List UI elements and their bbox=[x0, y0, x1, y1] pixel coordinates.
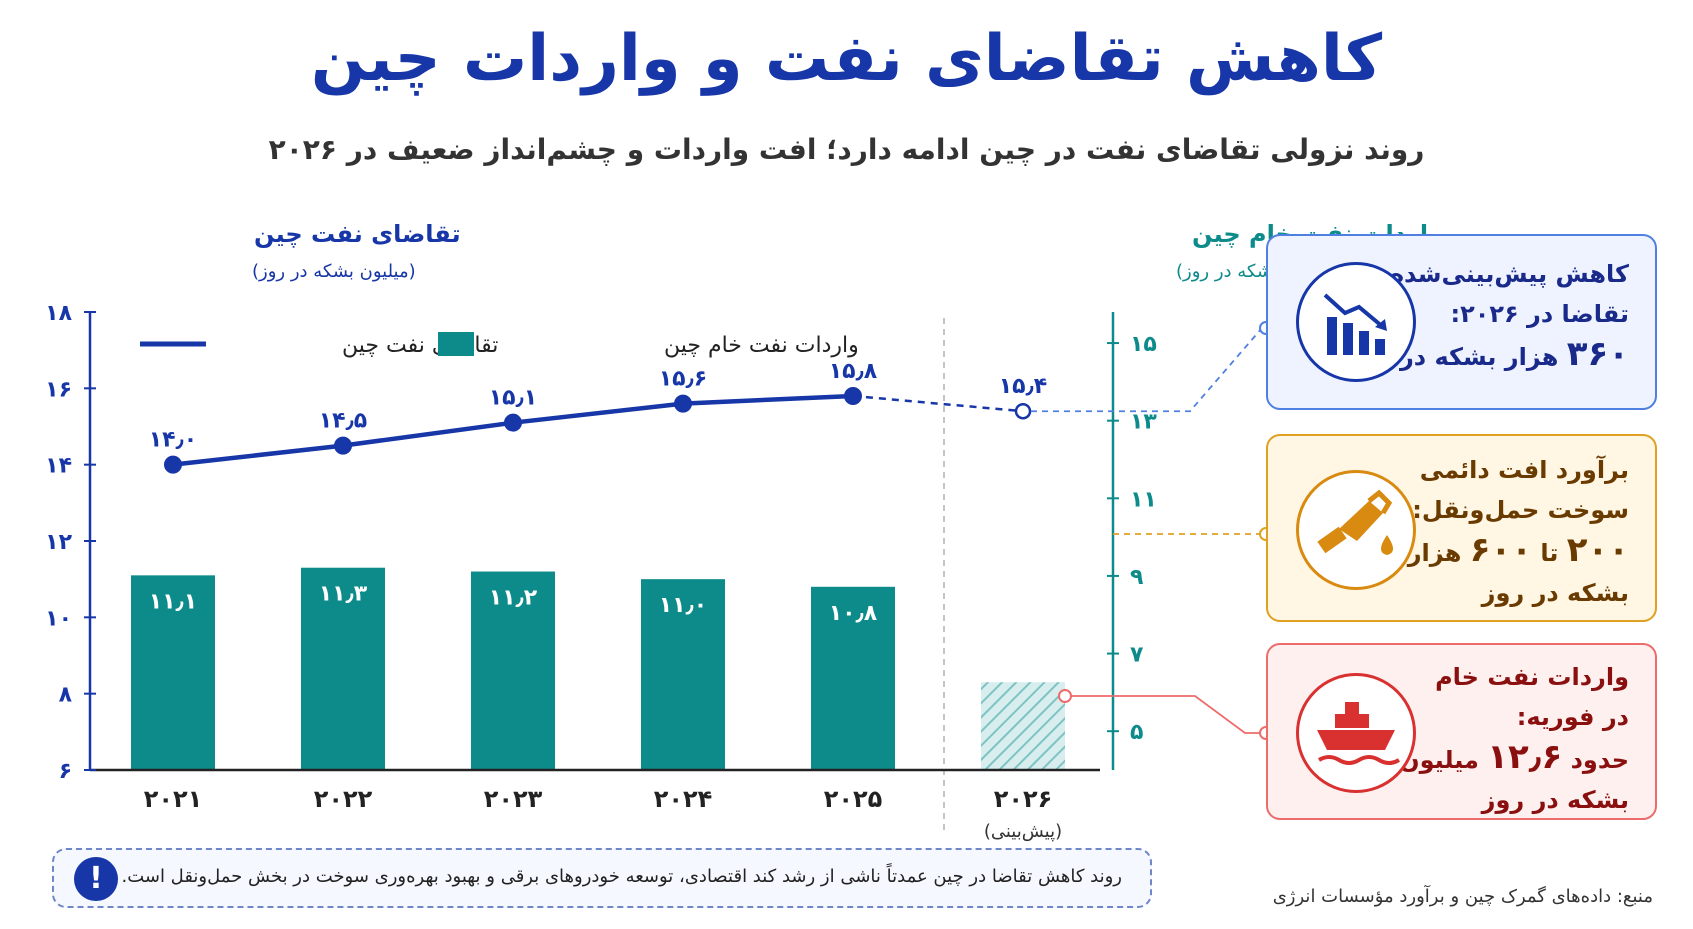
demand-point bbox=[334, 436, 352, 455]
x-tick-label: ۲۰۲۶ bbox=[994, 785, 1053, 813]
demand-value-label: ۱۵٫۸ bbox=[829, 359, 878, 384]
bar-forecast-2026 bbox=[981, 682, 1065, 770]
legend-demand-label: تقاضای نفت چین bbox=[342, 333, 498, 358]
demand-value-label: ۱۴٫۵ bbox=[319, 409, 368, 434]
bar-imports bbox=[811, 586, 895, 770]
left-axis-title: تقاضای نفت چین bbox=[254, 220, 461, 248]
page-title: کاهش تقاضای نفت و واردات چین bbox=[310, 22, 1383, 96]
bar-value-label: ۱۰٫۸ bbox=[829, 601, 878, 626]
demand-value-label: ۱۵٫۱ bbox=[489, 386, 538, 411]
exclamation-icon: ! bbox=[74, 857, 118, 901]
card3-prefix: حدود bbox=[1570, 746, 1629, 774]
connector-dot-bar bbox=[1058, 689, 1072, 703]
x-tick-sublabel: (پیش‌بینی) bbox=[984, 821, 1062, 842]
card-transport-fuel: برآورد افت دائمی سوخت حمل‌ونقل: ۲۰۰ تا ۶… bbox=[1266, 434, 1657, 622]
legend-bar-swatch bbox=[438, 332, 474, 356]
demand-line-forecast bbox=[852, 394, 1024, 413]
right-tick-label: ۵ bbox=[1130, 720, 1143, 745]
demand-point bbox=[844, 386, 862, 405]
page-subtitle: روند نزولی تقاضای نفت در چین ادامه دارد؛… bbox=[268, 133, 1425, 166]
right-tick-label: ۱۳ bbox=[1130, 410, 1157, 435]
demand-point bbox=[164, 455, 182, 474]
demand-value-label: ۱۴٫۰ bbox=[149, 428, 198, 453]
left-tick-label: ۱۶ bbox=[45, 377, 72, 402]
card3-line1: واردات نفت خام bbox=[1435, 663, 1629, 691]
demand-value-label: ۱۵٫۴ bbox=[999, 374, 1048, 399]
bar-value-label: ۱۱٫۲ bbox=[489, 586, 538, 611]
card1-line2: تقاضا در ۲۰۲۶: bbox=[1450, 300, 1629, 328]
fuel-nozzle-icon bbox=[1296, 470, 1416, 590]
right-tick-label: ۱۱ bbox=[1130, 487, 1157, 512]
card2-between: تا bbox=[1540, 539, 1559, 567]
demand-point-forecast bbox=[1014, 402, 1032, 420]
card3-tail: بشکه در روز bbox=[1481, 786, 1629, 814]
connector-imports bbox=[1071, 695, 1260, 734]
left-tick-label: ۱۸ bbox=[45, 301, 72, 326]
demand-point bbox=[674, 394, 692, 413]
card2-line2: سوخت حمل‌ونقل: bbox=[1412, 496, 1629, 524]
connector-demand bbox=[1031, 327, 1263, 413]
oil-tanker-icon bbox=[1296, 673, 1416, 793]
demand-point bbox=[504, 413, 522, 432]
card2-value-b: ۶۰۰ bbox=[1469, 530, 1532, 570]
card3-value: ۱۲٫۶ bbox=[1487, 737, 1563, 777]
card2-unit: هزار bbox=[1407, 539, 1462, 567]
card-demand-decline: کاهش پیش‌بینی‌شده تقاضا در ۲۰۲۶: ۳۶۰ هزا… bbox=[1266, 234, 1657, 410]
declining-bar-chart-icon bbox=[1296, 262, 1416, 382]
card1-line1: کاهش پیش‌بینی‌شده bbox=[1389, 260, 1629, 288]
card-feb-imports: واردات نفت خام در فوریه: حدود ۱۲٫۶ میلیو… bbox=[1266, 643, 1657, 820]
left-axis-unit: (میلیون بشکه در روز) bbox=[252, 261, 416, 282]
left-tick-label: ۱۰ bbox=[45, 606, 72, 631]
bar-value-label: ۱۱٫۱ bbox=[149, 589, 198, 614]
bar-imports bbox=[131, 575, 215, 770]
bar-imports bbox=[301, 567, 385, 770]
footnote-box: ! روند کاهش تقاضا در چین عمدتاً ناشی از … bbox=[52, 848, 1152, 908]
legend-imports-label: واردات نفت خام چین bbox=[664, 333, 859, 358]
x-tick-label: ۲۰۲۱ bbox=[144, 785, 203, 813]
left-tick-label: ۱۴ bbox=[45, 454, 72, 479]
x-tick-label: ۲۰۲۲ bbox=[314, 785, 373, 813]
card2-line1: برآورد افت دائمی bbox=[1419, 456, 1629, 484]
card2-value-a: ۲۰۰ bbox=[1566, 530, 1629, 570]
bar-imports bbox=[641, 579, 725, 770]
demand-value-label: ۱۵٫۶ bbox=[659, 367, 708, 392]
bar-imports bbox=[471, 571, 555, 770]
x-tick-label: ۲۰۲۵ bbox=[824, 785, 883, 813]
right-tick-label: ۱۵ bbox=[1130, 332, 1157, 357]
card1-value: ۳۶۰ bbox=[1566, 334, 1629, 374]
card2-tail: بشکه در روز bbox=[1481, 579, 1629, 607]
left-tick-label: ۱۲ bbox=[45, 530, 72, 555]
bar-value-label: ۱۱٫۰ bbox=[659, 593, 708, 618]
left-tick-label: ۶ bbox=[59, 759, 72, 784]
footnote-text: روند کاهش تقاضا در چین عمدتاً ناشی از رش… bbox=[121, 866, 1122, 887]
x-tick-label: ۲۰۲۳ bbox=[484, 785, 543, 813]
bar-value-label: ۱۱٫۳ bbox=[319, 582, 368, 607]
right-tick-label: ۹ bbox=[1130, 565, 1143, 590]
right-tick-label: ۷ bbox=[1130, 643, 1144, 668]
source-text: منبع: داده‌های گمرک چین و برآورد مؤسسات … bbox=[1272, 886, 1653, 907]
left-tick-label: ۸ bbox=[59, 683, 73, 708]
x-tick-label: ۲۰۲۴ bbox=[654, 785, 713, 813]
card3-line2: در فوریه: bbox=[1516, 703, 1629, 731]
